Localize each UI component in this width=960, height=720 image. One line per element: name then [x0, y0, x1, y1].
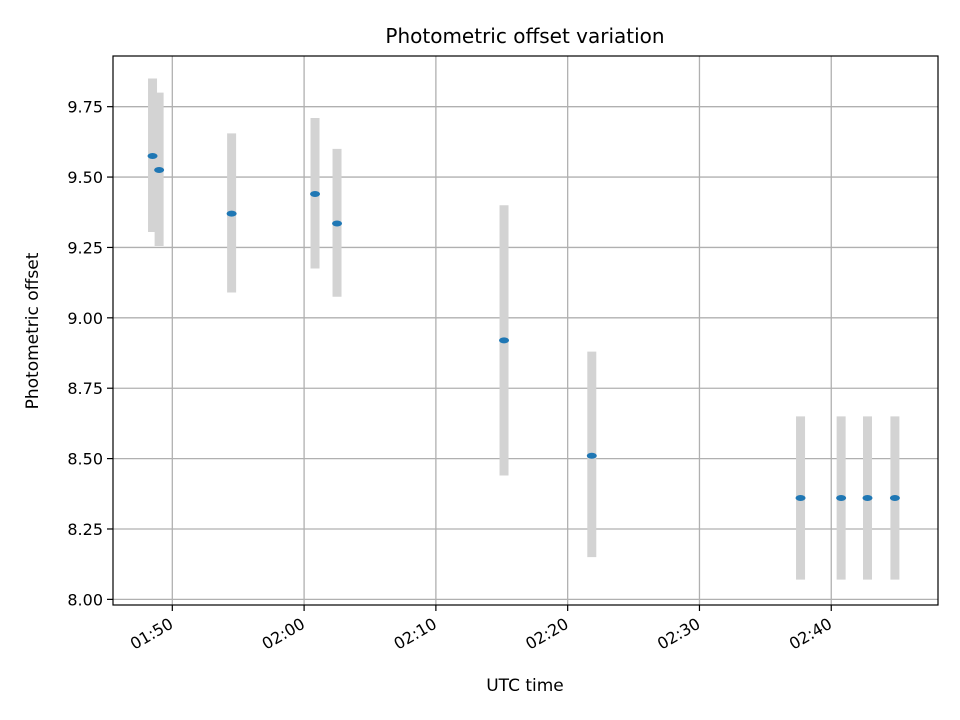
x-axis-label: UTC time — [486, 676, 564, 696]
chart-title: Photometric offset variation — [385, 24, 664, 48]
data-point — [889, 495, 900, 502]
data-point — [499, 337, 510, 344]
data-point — [332, 220, 343, 227]
y-axis-ticks: 8.00 8.25 8.50 8.75 9.00 9.25 9.50 9.75 — [67, 98, 113, 609]
data-point — [586, 452, 597, 459]
plot-frame — [112, 55, 939, 606]
y-tick-label: 9.25 — [67, 238, 103, 257]
data-points — [147, 152, 900, 502]
data-point — [862, 495, 873, 502]
y-tick-label: 9.00 — [67, 309, 103, 328]
data-point — [836, 495, 847, 502]
y-axis-label: Photometric offset — [23, 252, 43, 409]
y-tick-label: 9.50 — [67, 168, 103, 187]
y-tick-label: 8.50 — [67, 450, 103, 469]
y-tick-label: 8.00 — [67, 590, 103, 609]
data-point — [795, 495, 806, 502]
grid — [113, 56, 938, 605]
data-point — [147, 152, 158, 159]
data-point — [310, 190, 321, 197]
data-point — [154, 167, 165, 174]
y-tick-label: 8.75 — [67, 379, 103, 398]
y-tick-label: 8.25 — [67, 520, 103, 539]
y-tick-label: 9.75 — [67, 98, 103, 117]
data-point — [226, 210, 237, 217]
